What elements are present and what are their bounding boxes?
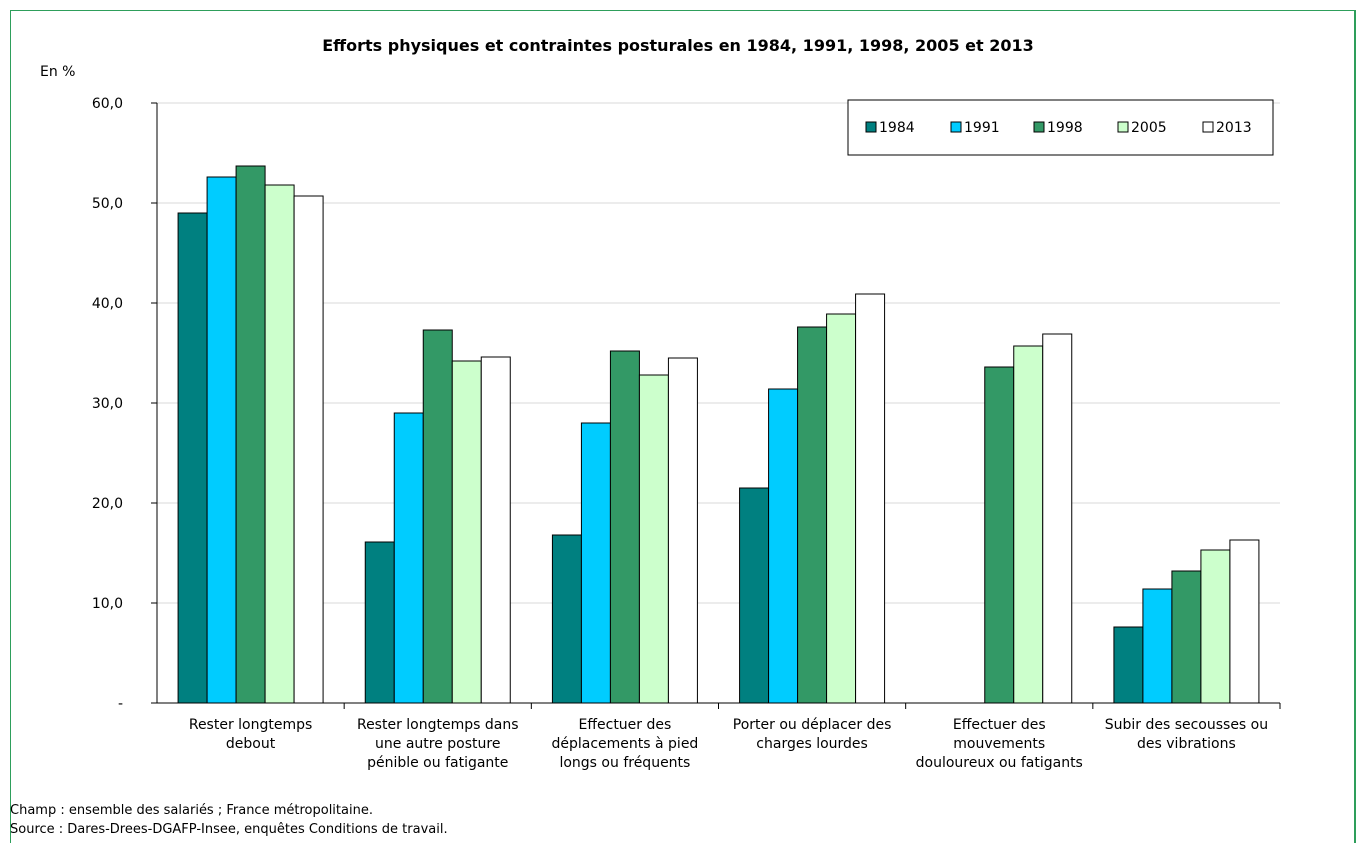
bar xyxy=(1113,626,1144,704)
y-tick-label: 50,0 xyxy=(92,196,123,212)
y-tick-label: 40,0 xyxy=(92,296,123,312)
y-tick-label: 10,0 xyxy=(92,596,123,612)
chart-title: Efforts physiques et contraintes postura… xyxy=(322,36,1034,55)
legend-label: 1998 xyxy=(1047,120,1083,136)
y-axis-unit-label: En % xyxy=(40,64,76,80)
legend-swatch xyxy=(1202,121,1214,133)
legend-label: 1984 xyxy=(879,120,915,136)
bar xyxy=(177,212,208,704)
footnote-source: Source : Dares-Drees-DGAFP-Insee, enquêt… xyxy=(10,822,448,837)
x-category-label: des vibrations xyxy=(1137,736,1236,752)
bar xyxy=(855,293,886,704)
chart-frame xyxy=(10,10,1354,843)
x-category-label: mouvements xyxy=(953,736,1045,752)
bar xyxy=(580,422,611,704)
x-category-label: charges lourdes xyxy=(756,736,868,752)
bar xyxy=(293,195,324,704)
bar xyxy=(768,388,799,704)
bar xyxy=(480,356,511,704)
bar xyxy=(739,487,770,704)
legend-label: 1991 xyxy=(964,120,1000,136)
bar xyxy=(422,329,453,704)
legend-box xyxy=(847,99,1274,156)
legend-swatch xyxy=(950,121,962,133)
x-category-label: Subir des secousses ou xyxy=(1105,717,1268,733)
x-category-label: longs ou fréquents xyxy=(559,755,690,771)
bar xyxy=(364,541,395,704)
bar xyxy=(638,374,669,704)
x-category-label: pénible ou fatigante xyxy=(367,755,508,771)
legend-swatch xyxy=(865,121,877,133)
bar xyxy=(984,366,1015,704)
legend-label: 2013 xyxy=(1216,120,1252,136)
bar xyxy=(797,326,828,704)
x-category-label: Rester longtemps dans xyxy=(357,717,519,733)
x-category-label: Rester longtemps xyxy=(189,717,312,733)
x-category-label: douloureux ou fatigants xyxy=(916,755,1083,771)
bar xyxy=(1142,588,1173,704)
x-category-label: Effectuer des xyxy=(953,717,1046,733)
y-tick-label: 30,0 xyxy=(92,396,123,412)
bar xyxy=(1042,333,1073,704)
x-category-label: déplacements à pied xyxy=(551,736,698,752)
x-category-label: Effectuer des xyxy=(579,717,672,733)
bar xyxy=(1171,570,1202,704)
bar xyxy=(667,357,698,704)
bar xyxy=(1013,345,1044,704)
x-category-label: debout xyxy=(226,736,276,752)
bar xyxy=(264,184,295,704)
y-tick-label: - xyxy=(118,696,123,712)
footnote-champ: Champ : ensemble des salariés ; France m… xyxy=(10,803,373,818)
x-category-label: une autre posture xyxy=(375,736,500,752)
bar xyxy=(206,176,237,704)
bar xyxy=(1200,549,1231,704)
axis-layer: - 10,0 20,0 30,0 40,0 50,0 60,0 Rester longtemp… xyxy=(92,96,1281,771)
bar xyxy=(451,360,482,704)
legend: 1984 1991 1998 2005 2013 xyxy=(847,99,1274,156)
legend-label: 2005 xyxy=(1131,120,1167,136)
bar xyxy=(393,412,424,704)
bar xyxy=(609,350,640,704)
bar-chart: - 10,0 20,0 30,0 40,0 50,0 60,0 Rester longtemp… xyxy=(92,96,1281,771)
legend-swatch xyxy=(1033,121,1045,133)
bar xyxy=(235,165,266,704)
x-category-label: Porter ou déplacer des xyxy=(733,717,892,733)
bar xyxy=(826,313,857,704)
bar xyxy=(1229,539,1260,704)
y-tick-label: 60,0 xyxy=(92,96,123,112)
y-tick-label: 20,0 xyxy=(92,496,123,512)
grid-layer xyxy=(157,102,1280,604)
chart-frame-right-border xyxy=(1354,10,1356,843)
bar xyxy=(551,534,582,704)
bars-layer xyxy=(177,165,1260,704)
legend-swatch xyxy=(1117,121,1129,133)
